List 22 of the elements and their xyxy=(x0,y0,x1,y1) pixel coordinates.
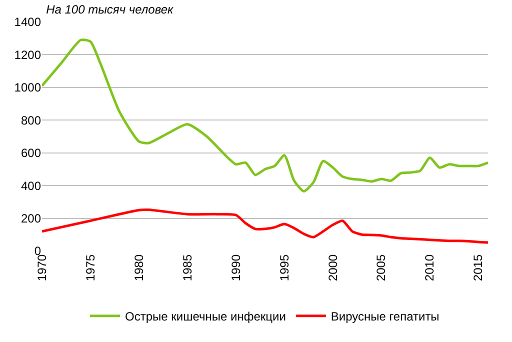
y-tick-label: 600 xyxy=(20,146,42,160)
chart-title: На 100 тысяч человек xyxy=(46,2,174,17)
legend-label: Вирусные гепатиты xyxy=(330,310,440,324)
x-tick-label: 2010 xyxy=(422,254,437,282)
y-tick-label: 400 xyxy=(20,178,42,193)
y-tick-label: 1200 xyxy=(14,48,42,62)
y-tick-label: 1000 xyxy=(14,80,42,95)
line-series xyxy=(42,38,488,193)
x-tick-label: 1985 xyxy=(180,254,194,282)
x-tick-label: 2015 xyxy=(471,254,486,282)
x-tick-label: 2005 xyxy=(374,254,388,282)
line-series xyxy=(42,208,488,244)
x-tick-label: 1980 xyxy=(132,254,146,282)
x-tick-label: 2000 xyxy=(326,254,340,282)
x-tick-label: 1970 xyxy=(34,254,49,282)
legend-label: Острые кишечные инфекции xyxy=(125,310,286,324)
x-tick-label: 1990 xyxy=(228,254,243,282)
x-tick-label: 1975 xyxy=(83,254,98,282)
y-tick-label: 800 xyxy=(20,113,42,128)
y-tick-label: 200 xyxy=(20,211,42,226)
y-tick-label: 1400 xyxy=(14,15,42,30)
x-tick-label: 1995 xyxy=(277,254,292,282)
